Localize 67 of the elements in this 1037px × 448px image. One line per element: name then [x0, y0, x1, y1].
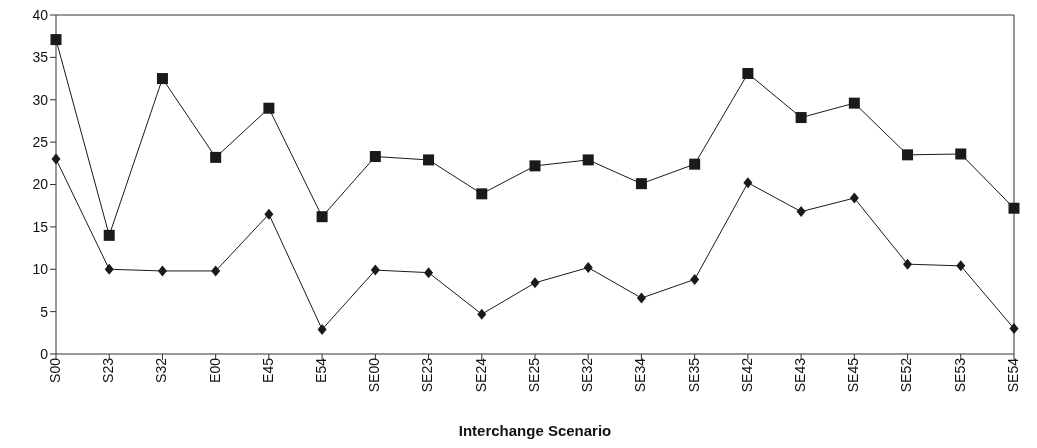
x-tick-label: E45: [259, 357, 276, 383]
y-tick-label: 30: [32, 91, 49, 108]
point: [424, 267, 434, 279]
x-tick-label: SE34: [632, 357, 649, 393]
point: [211, 265, 221, 277]
x-tick-label: SE42: [738, 357, 755, 393]
x-tick-label: SE25: [525, 357, 542, 393]
x-tick-label: SE35: [685, 357, 702, 393]
point: [50, 34, 62, 46]
y-tick-label: 5: [40, 303, 49, 320]
x-tick-label: SE52: [898, 357, 915, 393]
point: [103, 229, 115, 241]
point: [1009, 323, 1019, 335]
point: [157, 265, 167, 277]
point: [477, 308, 487, 320]
y-tick-label: 0: [40, 345, 49, 362]
point: [210, 151, 222, 163]
point: [796, 206, 806, 218]
point: [848, 97, 860, 109]
x-axis-title: Interchange Scenario: [458, 422, 612, 439]
y-tick-label: 35: [32, 49, 49, 66]
point: [476, 188, 488, 200]
point: [264, 208, 274, 220]
point: [369, 151, 381, 163]
x-tick-label: S00: [46, 357, 63, 383]
point: [743, 177, 753, 189]
point: [742, 67, 754, 79]
x-tick-label: SE23: [419, 357, 436, 393]
point: [317, 323, 327, 335]
x-tick-label: E54: [313, 357, 330, 383]
x-tick-label: E00: [206, 357, 223, 383]
y-tick-label: 10: [32, 261, 49, 278]
point: [316, 211, 328, 223]
point: [636, 292, 646, 304]
point: [1008, 202, 1020, 214]
x-tick-label: SE32: [579, 357, 596, 393]
point: [423, 154, 435, 166]
point: [104, 263, 114, 275]
y-tick-label: 20: [32, 176, 49, 193]
point: [529, 160, 541, 172]
point: [689, 158, 701, 170]
x-tick-label: SE53: [951, 357, 968, 393]
point: [635, 178, 647, 190]
y-tick-label: 15: [32, 218, 49, 235]
y-tick-label: 25: [32, 134, 49, 151]
point: [902, 149, 914, 161]
point: [156, 73, 168, 85]
y-tick-label: 40: [32, 6, 49, 23]
point: [582, 154, 594, 166]
point: [530, 277, 540, 289]
point: [690, 273, 700, 285]
x-tick-label: SE00: [366, 357, 383, 393]
point: [956, 260, 966, 272]
point: [903, 258, 913, 270]
point: [955, 148, 967, 160]
x-tick-label: S23: [100, 357, 117, 383]
x-tick-label: SE45: [845, 357, 862, 393]
x-tick-label: SE43: [792, 357, 809, 393]
x-tick-label: SE54: [1004, 357, 1021, 393]
x-tick-label: S32: [153, 357, 170, 383]
point: [583, 262, 593, 274]
point: [849, 192, 859, 204]
point: [263, 102, 275, 114]
point: [370, 264, 380, 276]
point: [795, 112, 807, 124]
x-tick-label: SE24: [472, 357, 489, 393]
point: [51, 153, 61, 165]
